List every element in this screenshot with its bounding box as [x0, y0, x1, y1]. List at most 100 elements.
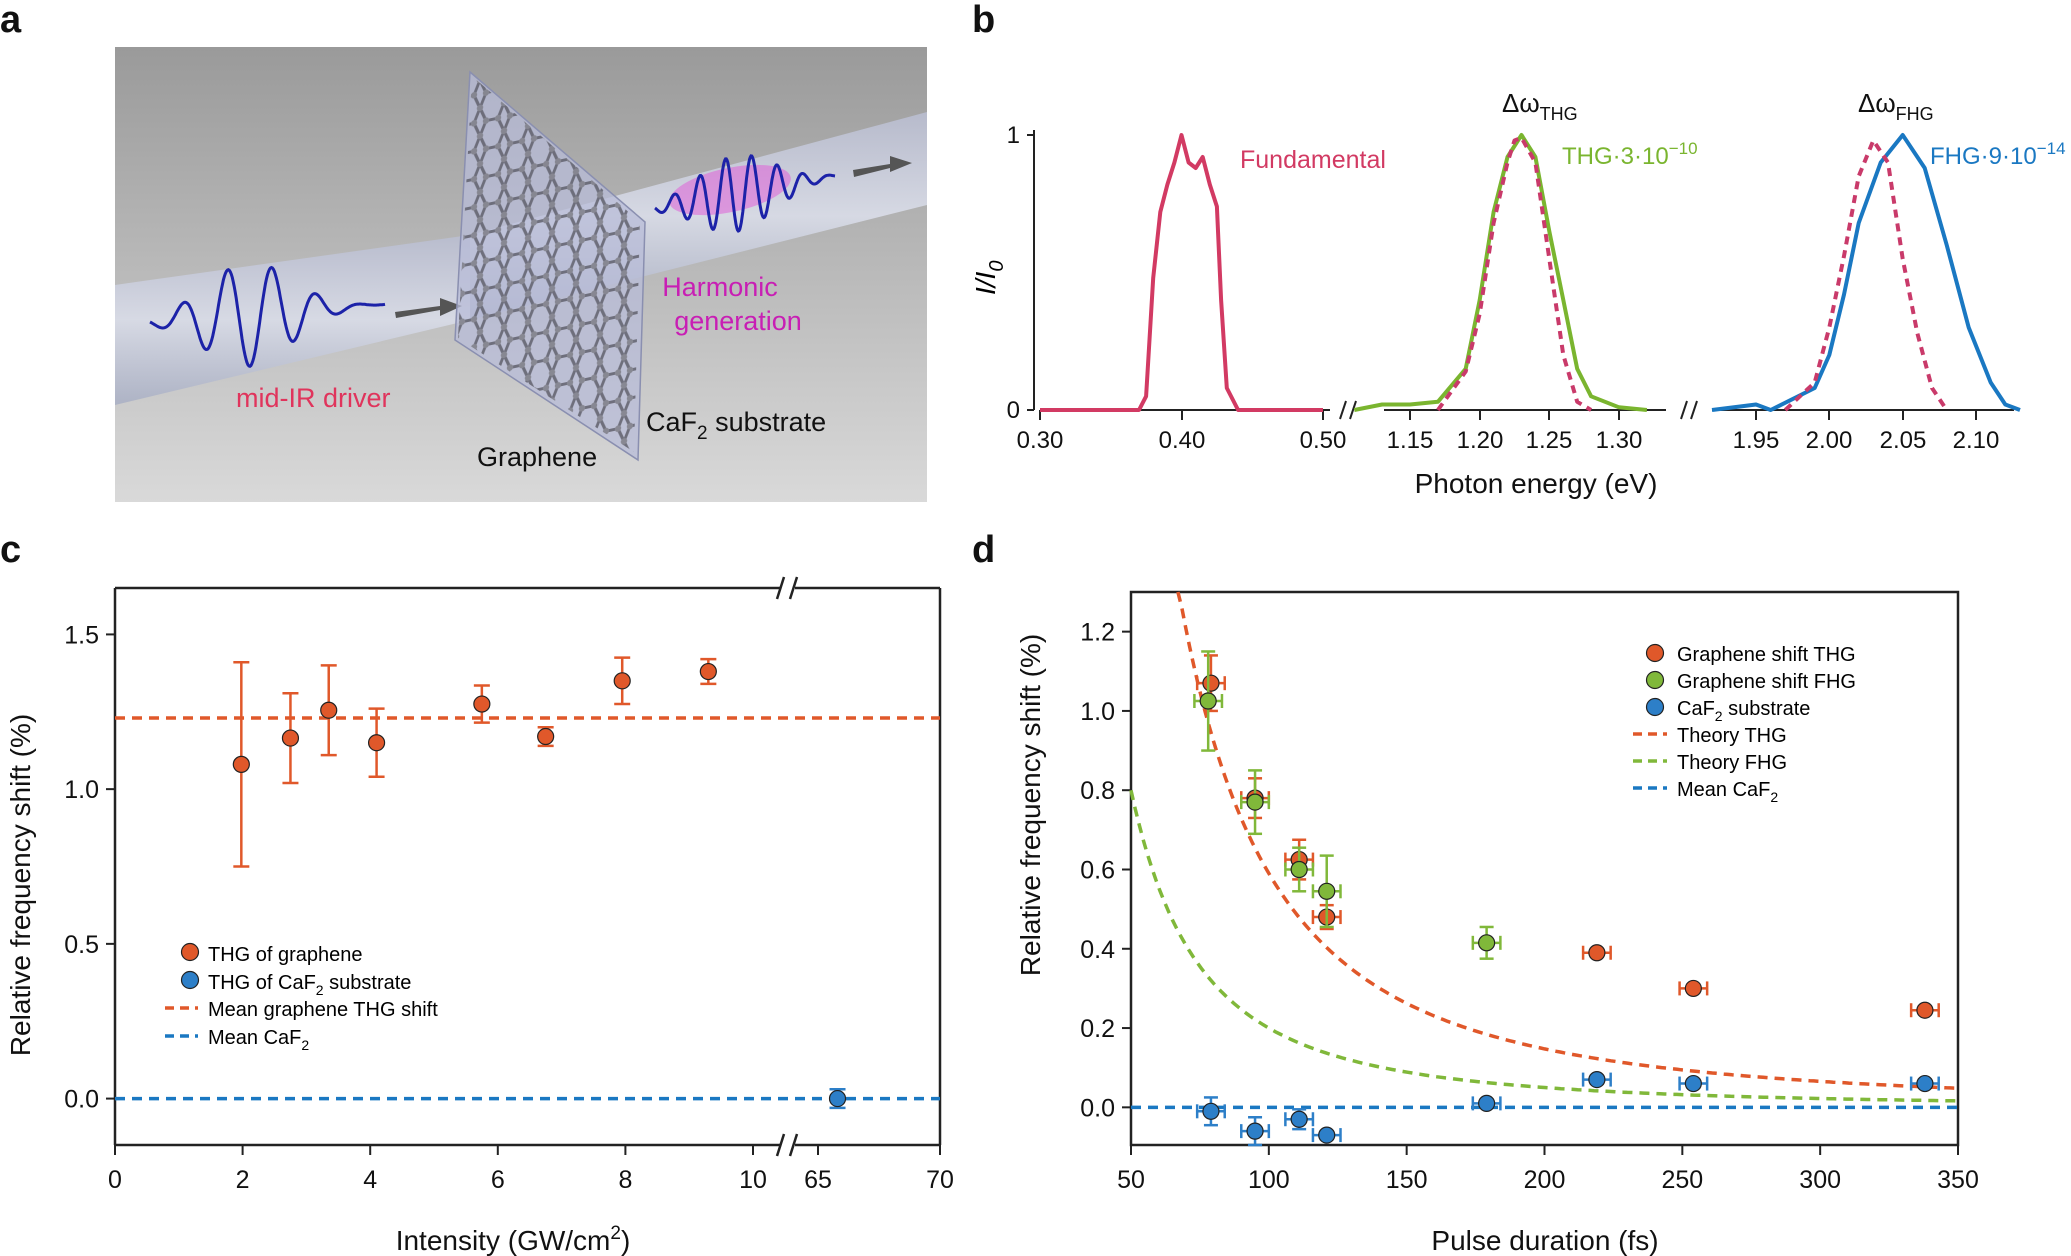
- panel-b-xtick-label: 1.95: [1733, 427, 1780, 454]
- axis-break-mark: [788, 1133, 799, 1157]
- caf2-thg-point: [828, 1089, 847, 1108]
- caf2-substrate-point: [1916, 1074, 1934, 1093]
- panel-d-ytick-label: 0.6: [1080, 856, 1115, 884]
- panel-d-duration-scatter: d Relative frequency shift (%) 0.0 0.2 0.4…: [972, 529, 1979, 1256]
- legend-graphene-label: THG of graphene: [208, 944, 363, 966]
- panel-d-xlabel: Pulse duration (fs): [1431, 1225, 1658, 1256]
- panel-c-xtick-label: 65: [804, 1166, 832, 1194]
- panel-c-xlabel: Intensity (GW/cm2): [396, 1223, 631, 1256]
- panel-d-xtick-label: 300: [1799, 1166, 1841, 1194]
- graphene-thg-point: [367, 734, 386, 752]
- panel-c-xtick-label: 2: [236, 1166, 250, 1194]
- panel-c-ytick-label: 1.0: [64, 776, 99, 804]
- substrate-label: CaF2 substrate: [646, 407, 826, 444]
- incoming-beam: [115, 235, 470, 405]
- panel-b-ylabel: I/I0: [970, 261, 1008, 295]
- axis-break-mark: [1690, 400, 1698, 420]
- fhg-spectrum-line: [1711, 133, 2021, 412]
- legend-fhg-label: Graphene shift FHG: [1677, 671, 1856, 693]
- legend-thg-marker: [1645, 643, 1665, 663]
- fundamental-label: Fundamental: [1240, 146, 1386, 174]
- panel-c-legend: THG of graphene THG of CaF2 substrate Me…: [165, 942, 438, 1053]
- panel-c-xtick-label: 0: [108, 1166, 122, 1194]
- driver-arrow-icon: [395, 298, 462, 318]
- caf2-substrate-point: [1588, 1070, 1606, 1089]
- graphene-thg-point: [1588, 944, 1606, 962]
- panel-a-illustration: a mid-IR driver Harmonic generation CaF2…: [0, 0, 927, 502]
- driver-wave: [149, 265, 386, 368]
- panel-c-xtick-label: 6: [491, 1166, 505, 1194]
- legend-theory-fhg-label: Theory FHG: [1677, 752, 1787, 774]
- caf2-substrate-point: [1290, 1110, 1308, 1128]
- axis-break-mark: [1349, 400, 1357, 420]
- panel-d-ytick-label: 1.2: [1080, 619, 1115, 647]
- harmonic-label-line1: Harmonic: [662, 272, 778, 302]
- graphene-thg-point: [232, 755, 250, 773]
- axis-break-mark: [1680, 400, 1688, 420]
- panel-b-xtick-label: 1.30: [1596, 427, 1643, 454]
- fhg-reference-dashed-line: [1783, 138, 1949, 412]
- legend-mean-caf2-label: Mean CaF2: [208, 1027, 309, 1053]
- legend-theory-thg-label: Theory THG: [1677, 725, 1787, 747]
- graphene-fhg-point: [1290, 860, 1308, 879]
- legend-thg-label: Graphene shift THG: [1677, 644, 1856, 666]
- panel-d-xtick-label: 350: [1937, 1166, 1979, 1194]
- legend-caf2-marker: [1645, 697, 1665, 717]
- graphene-fhg-point: [1199, 692, 1217, 710]
- axis-break-mark: [1339, 400, 1347, 420]
- fundamental-spectrum-line: [1040, 133, 1323, 412]
- legend-caf2-label: CaF2 substrate: [1677, 698, 1810, 724]
- panel-a-letter: a: [0, 0, 22, 41]
- panel-c-xtick-label: 10: [739, 1166, 767, 1194]
- panel-c-xtick-label: 70: [926, 1166, 954, 1194]
- panel-d-ytick-label: 0.0: [1080, 1094, 1115, 1122]
- driver-label: mid-IR driver: [236, 383, 391, 413]
- panel-c-ytick-label: 0.0: [64, 1086, 99, 1114]
- panel-d-xtick-label: 150: [1386, 1166, 1428, 1194]
- caf2-substrate-point: [1246, 1122, 1264, 1140]
- caf2-substrate-point: [1202, 1102, 1220, 1120]
- graphene-fhg-point: [1478, 934, 1496, 952]
- caf2-substrate-point: [1478, 1094, 1496, 1112]
- panel-b-xtick-label: 0.40: [1159, 427, 1206, 454]
- thg-spectrum-line: [1353, 133, 1648, 412]
- panel-d-ytick-label: 0.8: [1080, 777, 1115, 805]
- theory-thg-curve: [1176, 591, 1959, 1090]
- panel-b-ytick-label: 0: [1007, 397, 1020, 424]
- panel-d-xtick-label: 200: [1524, 1166, 1566, 1194]
- graphene-label: Graphene: [477, 442, 597, 472]
- graphene-thg-point: [537, 727, 555, 746]
- output-arrow-icon: [853, 156, 912, 177]
- panel-c-xtick-label: 4: [363, 1166, 377, 1194]
- panel-d-ytick-label: 1.0: [1080, 698, 1115, 726]
- panel-b-xtick-label: 0.50: [1300, 427, 1347, 454]
- legend-caf2-marker: [180, 970, 200, 990]
- graphene-thg-point: [1916, 1001, 1934, 1019]
- legend-mean-caf2-label: Mean CaF2: [1677, 779, 1778, 805]
- panel-d-ytick-label: 0.4: [1080, 936, 1115, 964]
- panel-c-ylabel: Relative frequency shift (%): [5, 714, 36, 1056]
- axis-break-mark: [775, 1133, 786, 1157]
- thg-label: THG·3·10−10: [1562, 139, 1698, 170]
- axis-break-mark: [788, 576, 799, 600]
- graphene-thg-point: [281, 729, 300, 747]
- panel-b-xtick-label: 1.20: [1457, 427, 1504, 454]
- panel-c-letter: c: [0, 529, 21, 571]
- graphene-thg-point: [320, 701, 338, 719]
- panel-c-xtick-label: 8: [618, 1166, 632, 1194]
- harmonic-wave: [654, 154, 836, 233]
- graphene-fhg-point: [1318, 882, 1336, 900]
- thg-reference-dashed-line: [1436, 135, 1593, 412]
- fhg-label: FHG·9·10−14: [1930, 139, 2066, 170]
- panel-d-letter: d: [972, 529, 995, 571]
- caf2-substrate-point: [1318, 1126, 1336, 1144]
- graphene-thg-point: [1684, 979, 1702, 998]
- axis-break-mark: [775, 576, 786, 600]
- legend-fhg-marker: [1645, 670, 1665, 690]
- panel-d-ytick-label: 0.2: [1080, 1015, 1115, 1043]
- panel-d-legend: Graphene shift THG Graphene shift FHG Ca…: [1633, 643, 1856, 805]
- panel-d-xtick-label: 250: [1661, 1166, 1703, 1194]
- panel-c-intensity-scatter: c Relative frequency shift (%) 0.0 0.5 1.0…: [0, 529, 954, 1256]
- panel-d-ylabel: Relative frequency shift (%): [1015, 634, 1046, 976]
